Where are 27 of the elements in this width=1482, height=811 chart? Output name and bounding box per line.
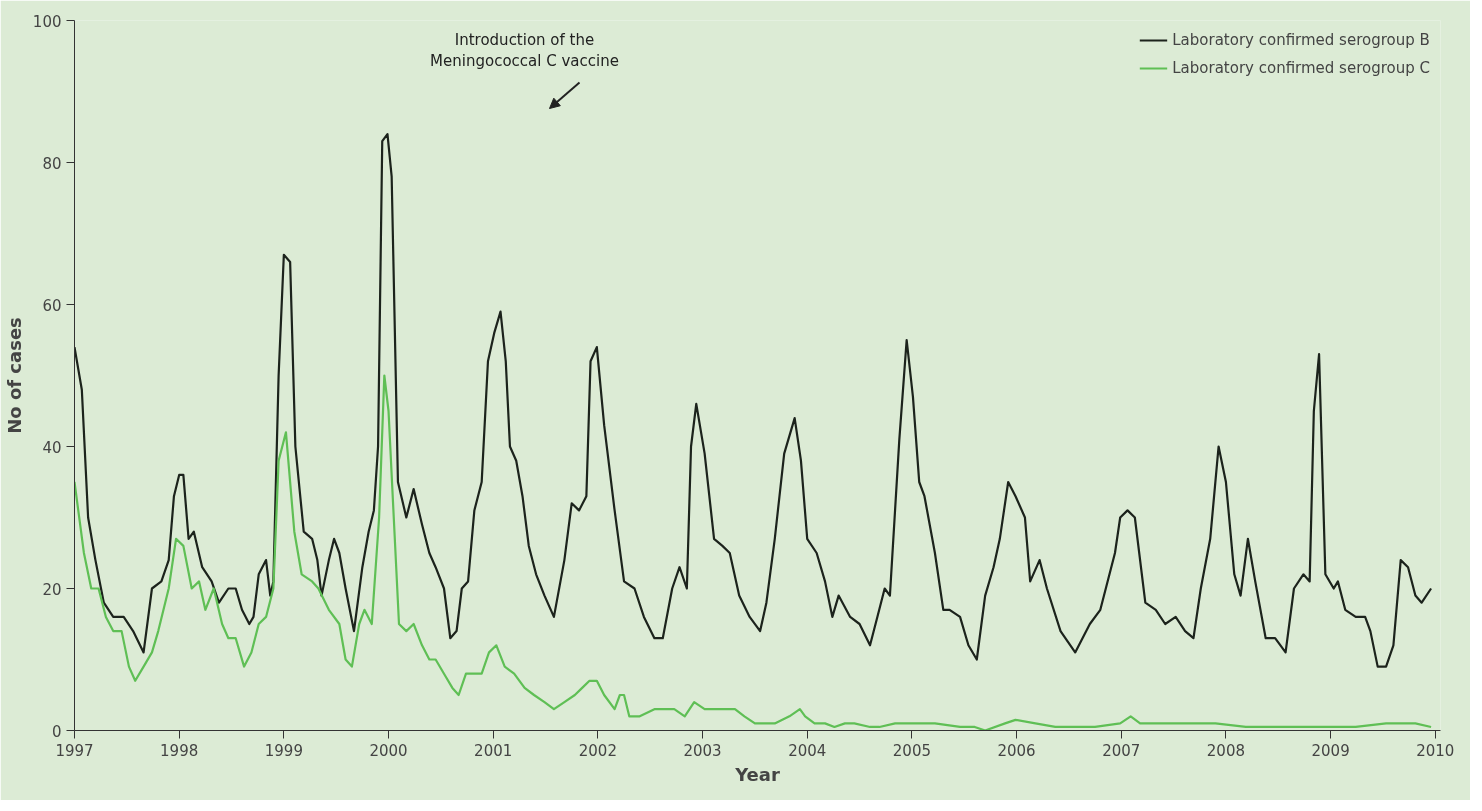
line-series [74, 133, 1433, 668]
y-tick-label: 0 [51, 722, 62, 741]
x-tick-label: 2007 [1102, 741, 1141, 760]
x-tick-label: 1999 [264, 741, 303, 760]
y-tick-label: 80 [42, 154, 62, 173]
x-tick-label: 1998 [160, 741, 199, 760]
y-axis-title: No of cases [3, 317, 25, 434]
y-tick-label: 100 [32, 12, 62, 31]
legend-label: Laboratory confirmed serogroup C [1172, 59, 1430, 77]
x-tick-label: 2006 [997, 741, 1036, 760]
line-series [74, 374, 1433, 731]
x-tick-label: 1997 [55, 741, 94, 760]
x-tick-label: 2002 [578, 741, 617, 760]
annotation: Introduction of the Meningococcal C vaccine [430, 30, 619, 71]
x-tick-label: 2003 [683, 741, 722, 760]
x-tick-label: 2009 [1311, 741, 1350, 760]
x-tick-label: 2010 [1416, 741, 1455, 760]
x-tick-label: 2001 [474, 741, 513, 760]
y-tick-label: 60 [42, 296, 62, 315]
x-tick-label: 2000 [369, 741, 408, 760]
x-tick-label: 2008 [1206, 741, 1246, 760]
y-tick-label: 40 [42, 438, 62, 457]
legend-label: Laboratory confirmed serogroup B [1172, 31, 1430, 49]
x-tick-label: 2005 [892, 741, 931, 760]
x-axis-title: Year [734, 763, 780, 785]
x-tick-label: 2004 [788, 741, 827, 760]
y-tick-label: 20 [42, 580, 62, 599]
